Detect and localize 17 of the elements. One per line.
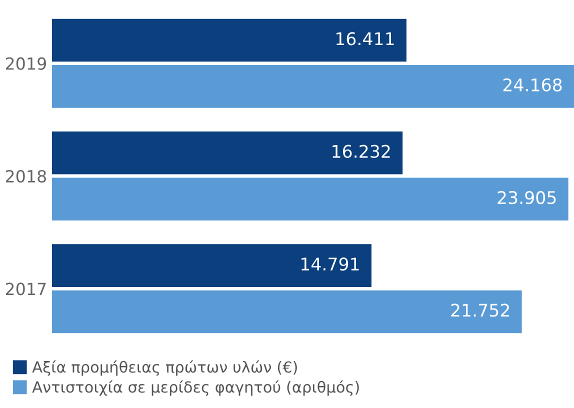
bar	[52, 178, 568, 221]
legend-label: Αξία προμήθειας πρώτων υλών (€)	[32, 360, 297, 376]
bar	[52, 18, 406, 62]
legend-label: Αντιστοιχία σε μερίδες φαγητού (αριθμός)	[32, 380, 359, 396]
bar	[52, 131, 403, 174]
y-tick-label: 2019	[6, 57, 46, 70]
data-label: 14.791	[302, 257, 359, 271]
bar	[52, 65, 574, 108]
data-label: 16.411	[336, 32, 394, 46]
y-tick-label: 2017	[6, 282, 46, 296]
data-label: 23.905	[498, 191, 556, 204]
bar	[52, 244, 372, 287]
data-label: 16.232	[332, 144, 390, 158]
data-label: 24.168	[503, 78, 562, 92]
bar	[52, 290, 522, 334]
y-tick-label: 2018	[6, 170, 46, 183]
data-label: 21.752	[451, 304, 509, 317]
